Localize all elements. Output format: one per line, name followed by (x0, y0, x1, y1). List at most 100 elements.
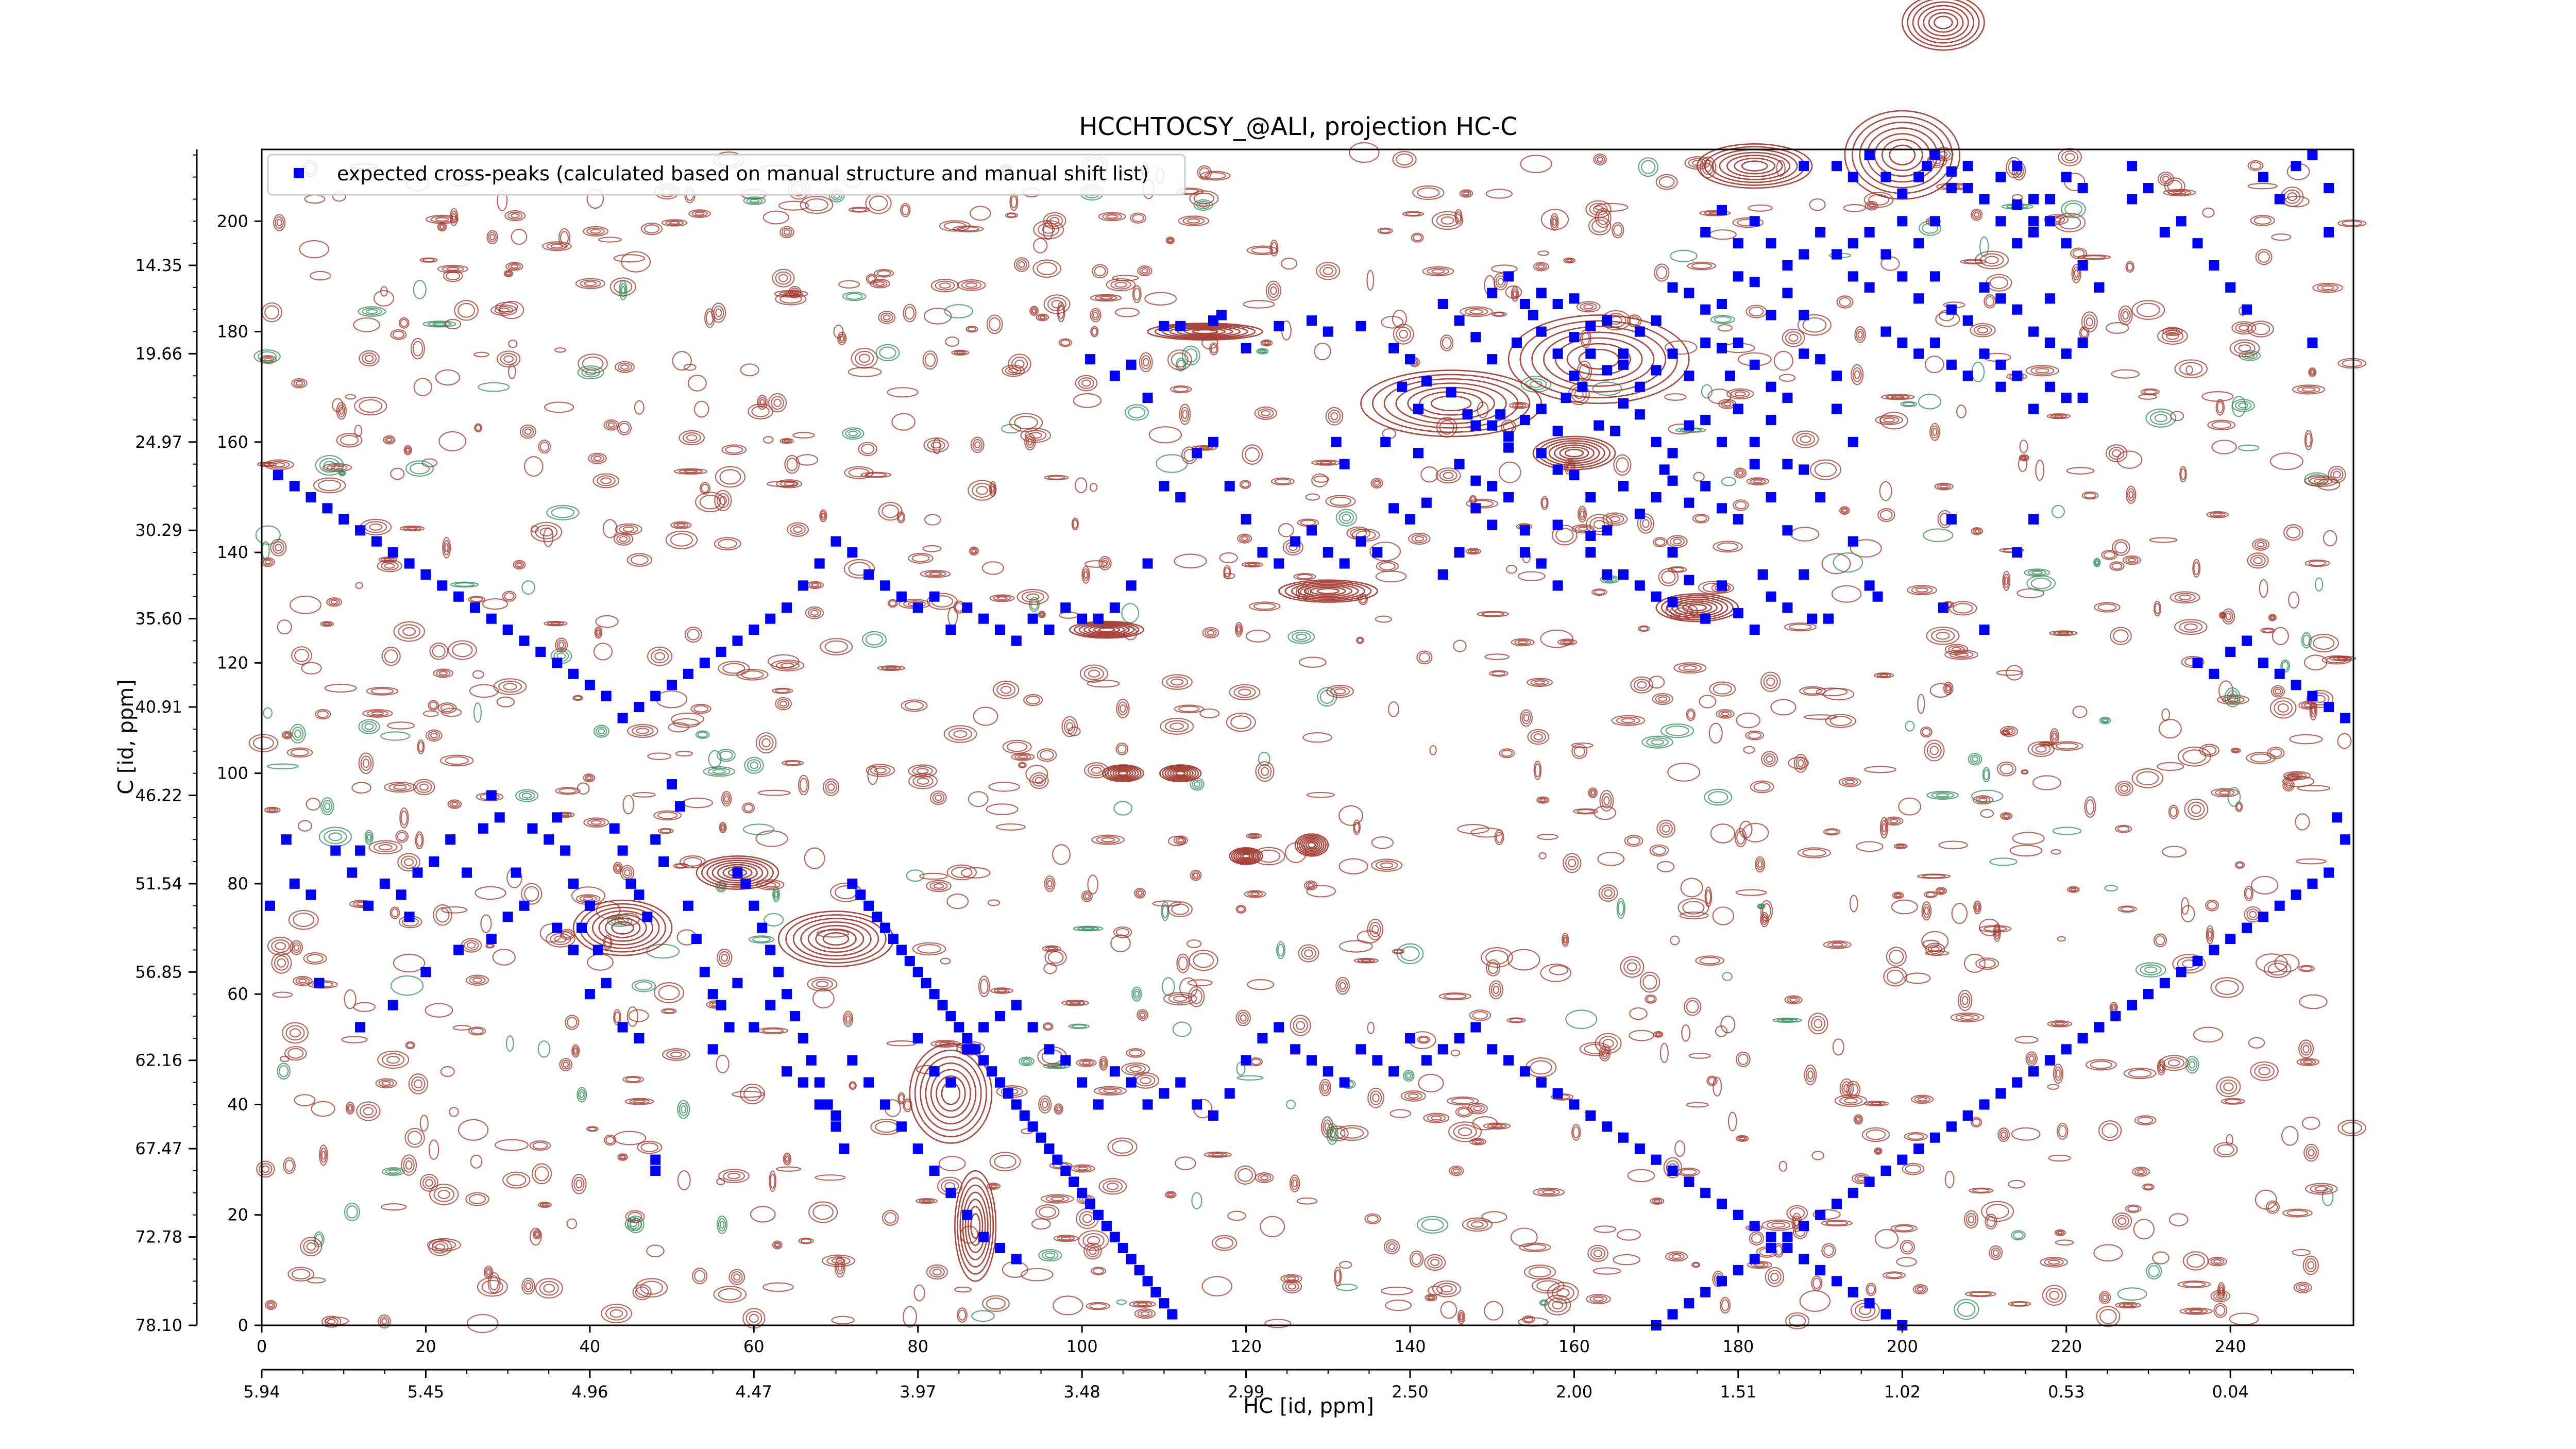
noise-contour (2071, 264, 2081, 283)
noise-contour (2310, 703, 2316, 718)
noise-contour (920, 569, 951, 578)
noise-contour (292, 727, 304, 741)
noise-contour (419, 1174, 438, 1192)
cross-peak-marker (945, 1011, 956, 1022)
noise-contour (1918, 394, 1942, 410)
noise-contour (2281, 661, 2289, 671)
noise-contour (2282, 779, 2295, 792)
noise-contour (1091, 310, 1100, 321)
noise-contour (511, 228, 528, 245)
signal-contour (1666, 597, 1728, 619)
noise-contour (784, 229, 790, 235)
noise-contour (858, 353, 870, 363)
noise-contour (1038, 611, 1046, 618)
noise-contour (1624, 835, 1643, 847)
noise-contour (1036, 313, 1049, 322)
noise-contour (256, 1160, 275, 1178)
noise-contour (1258, 408, 1274, 418)
noise-contour (1812, 1277, 1821, 1289)
cross-peak-marker (1880, 326, 1891, 337)
noise-contour (1257, 1173, 1272, 1182)
cross-peak-marker (2127, 161, 2138, 172)
noise-contour (1891, 899, 1918, 915)
noise-contour (1758, 904, 1765, 909)
cross-peak-marker (1733, 1265, 1743, 1275)
noise-contour (1766, 1221, 1791, 1229)
cross-peak-marker (1733, 608, 1743, 618)
noise-contour (291, 1269, 311, 1279)
noise-contour (1044, 475, 1069, 481)
x-ppm-tick-label: 3.97 (900, 1382, 936, 1402)
cross-peak-marker (453, 591, 464, 602)
noise-contour (2337, 220, 2367, 227)
noise-contour (2312, 282, 2343, 293)
cross-peak-marker (1823, 613, 1834, 624)
noise-contour (1394, 949, 1403, 954)
cross-peak-marker (1733, 403, 1743, 414)
noise-contour (673, 863, 689, 869)
noise-contour (1959, 992, 1971, 1008)
noise-contour (1436, 1283, 1457, 1295)
noise-contour (978, 975, 990, 997)
cross-peak-marker (1323, 326, 1333, 337)
noise-contour (958, 1309, 967, 1321)
noise-contour (1081, 890, 1093, 902)
noise-contour (397, 832, 407, 841)
noise-contour (1427, 1285, 1443, 1295)
noise-contour (2211, 421, 2232, 429)
noise-contour (1521, 712, 1531, 724)
noise-contour (1565, 855, 1579, 870)
noise-contour (1408, 532, 1431, 545)
noise-contour (653, 810, 682, 821)
noise-contour (596, 726, 607, 736)
noise-contour (1137, 1309, 1153, 1318)
cross-peak-marker (412, 867, 423, 878)
cross-peak-marker (822, 1099, 833, 1110)
noise-contour (2328, 465, 2346, 483)
noise-contour (1638, 157, 1658, 177)
noise-contour (317, 710, 329, 718)
noise-contour (989, 481, 997, 497)
noise-contour (1704, 788, 1733, 806)
noise-contour (1308, 883, 1314, 888)
noise-contour (1866, 1129, 1886, 1140)
noise-contour (600, 477, 612, 484)
noise-contour (2144, 1184, 2153, 1190)
cross-peak-marker (1995, 359, 2006, 370)
noise-contour (1905, 720, 1915, 732)
noise-contour (2084, 492, 2096, 499)
noise-contour (1879, 416, 1900, 424)
cross-peak-marker (1224, 1088, 1235, 1099)
x-tick-label: 0 (257, 1337, 267, 1356)
noise-contour (593, 456, 602, 461)
cross-peak-marker (2044, 381, 2055, 392)
noise-contour (705, 311, 714, 325)
noise-contour (1620, 956, 1645, 978)
noise-contour (687, 629, 700, 641)
cross-peak-marker (387, 1000, 398, 1010)
noise-contour (1999, 812, 2013, 820)
cross-peak-marker (1864, 580, 1875, 591)
signal-contour (1519, 320, 1678, 398)
noise-contour (262, 463, 272, 466)
noise-contour (1042, 1100, 1048, 1109)
cross-peak-marker (1897, 337, 1908, 348)
noise-contour (877, 665, 905, 671)
noise-contour (619, 280, 628, 300)
noise-contour (1081, 379, 1091, 387)
noise-contour (2213, 1142, 2238, 1158)
noise-contour (1735, 1135, 1749, 1142)
noise-contour (2238, 344, 2251, 352)
noise-contour (2006, 665, 2023, 681)
noise-contour (1021, 1268, 1054, 1282)
noise-contour (360, 755, 372, 771)
cross-peak-marker (978, 1232, 989, 1242)
noise-contour (1739, 820, 1753, 839)
noise-contour (1756, 858, 1764, 870)
noise-contour (1402, 211, 1425, 217)
noise-contour (1760, 912, 1769, 928)
cross-peak-marker (1913, 293, 1924, 304)
noise-contour (1422, 266, 1454, 277)
cross-peak-marker (1060, 602, 1071, 613)
noise-contour (2316, 284, 2339, 292)
